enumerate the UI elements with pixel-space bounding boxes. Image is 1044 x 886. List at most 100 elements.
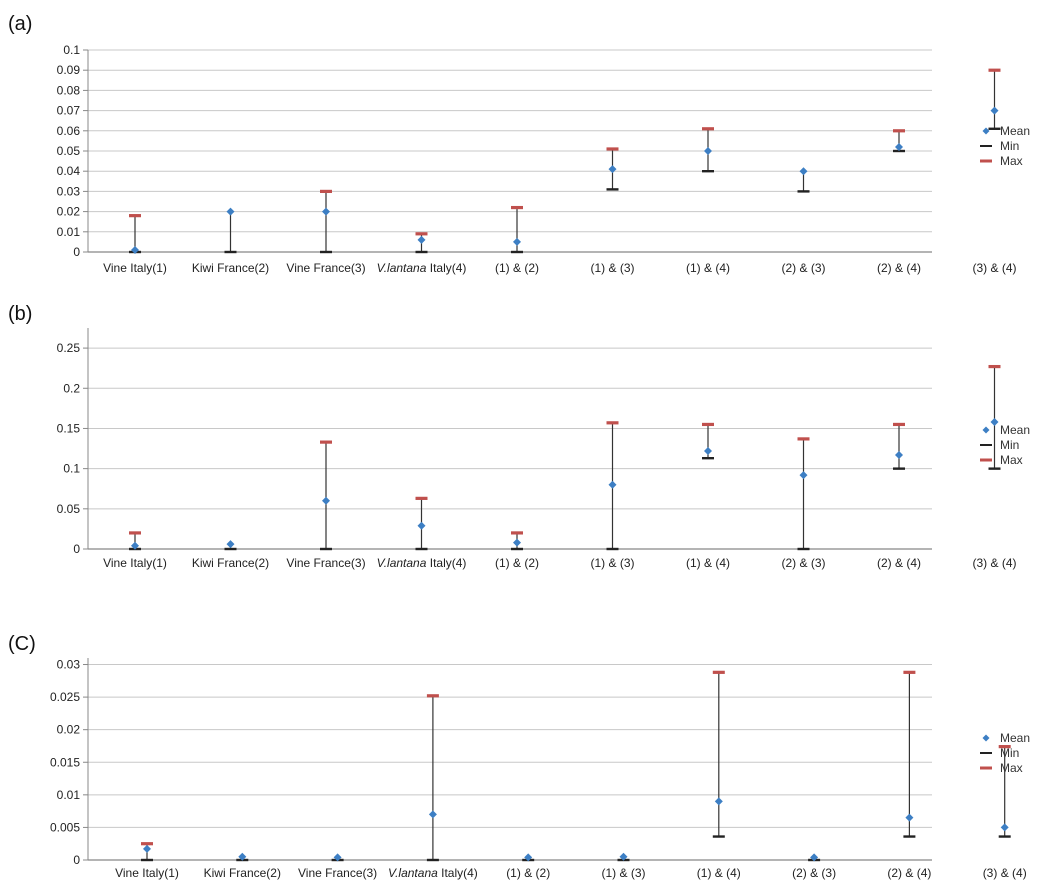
legend-label: Mean (1000, 423, 1030, 437)
mean-marker (428, 810, 437, 819)
x-category-label: (1) & (2) (495, 556, 539, 570)
y-tick-label: 0.05 (57, 144, 81, 158)
x-category-label: (3) & (4) (983, 866, 1027, 880)
mean-marker (131, 541, 139, 550)
mean-marker (619, 852, 628, 861)
x-category-label: Vine Italy(1) (103, 261, 167, 275)
x-category-label: Kiwi France(2) (192, 556, 269, 570)
x-category-label: V.lantana Italy(4) (377, 556, 467, 570)
y-tick-label: 0.1 (63, 43, 80, 57)
y-tick-label: 0.09 (57, 63, 81, 77)
legend-label: Max (1000, 453, 1023, 467)
mean-marker (990, 418, 999, 427)
x-category-label: (1) & (2) (495, 261, 539, 275)
legend-label: Min (1000, 746, 1019, 760)
x-category-label: Vine Italy(1) (103, 556, 167, 570)
x-category-label: Kiwi France(2) (204, 866, 281, 880)
x-category-label: Vine Italy(1) (115, 866, 179, 880)
y-tick-label: 0.005 (50, 820, 80, 834)
mean-marker (799, 167, 808, 176)
mean-marker (322, 496, 330, 505)
x-category-label: V.lantana Italy(4) (388, 866, 478, 880)
mean-marker (513, 538, 521, 547)
y-tick-label: 0.03 (57, 658, 81, 672)
y-tick-label: 0 (73, 542, 80, 556)
y-tick-label: 0.07 (57, 104, 81, 118)
mean-marker (131, 245, 139, 254)
x-category-label: (2) & (4) (877, 556, 921, 570)
mean-marker (895, 142, 903, 151)
mean-marker (333, 853, 342, 862)
legend-label: Min (1000, 139, 1019, 153)
x-category-label: (1) & (4) (686, 556, 730, 570)
x-category-label: (1) & (3) (601, 866, 645, 880)
mean-marker (608, 165, 617, 174)
legend-label: Max (1000, 154, 1023, 168)
x-category-label: Kiwi France(2) (192, 261, 269, 275)
mean-marker (513, 237, 521, 246)
x-category-label: (1) & (2) (506, 866, 550, 880)
mean-marker (322, 207, 330, 216)
y-tick-label: 0.04 (57, 164, 81, 178)
x-category-label: Vine France(3) (286, 556, 365, 570)
panel-label: (b) (8, 303, 32, 325)
mean-marker (417, 521, 426, 530)
x-category-label: (3) & (4) (972, 556, 1016, 570)
mean-marker (608, 480, 617, 489)
mean-marker (714, 797, 723, 806)
mean-marker (810, 853, 819, 862)
y-tick-label: 0.06 (57, 124, 81, 138)
mean-marker (226, 540, 235, 549)
legend-label: Min (1000, 438, 1019, 452)
x-category-label: (2) & (3) (781, 556, 825, 570)
mean-marker (895, 450, 903, 459)
x-category-label: (1) & (3) (590, 556, 634, 570)
chart-panel-3: (C) 0 0.005 0.01 0.015 0.02 0.025 0.03 Vine Ital… (8, 633, 1030, 880)
mean-marker (238, 852, 247, 861)
mean-marker (704, 446, 712, 455)
mean-marker (799, 471, 808, 480)
y-tick-label: 0.01 (57, 788, 81, 802)
x-category-label: (1) & (4) (686, 261, 730, 275)
mean-marker (704, 147, 712, 155)
y-tick-label: 0.02 (57, 205, 81, 219)
y-tick-label: 0.15 (57, 421, 81, 435)
x-category-label: (2) & (4) (887, 866, 931, 880)
mean-marker (524, 853, 533, 862)
x-category-label: (1) & (3) (590, 261, 634, 275)
mean-marker (905, 813, 914, 822)
mean-marker (143, 844, 151, 853)
mean-marker (990, 106, 999, 115)
y-tick-label: 0.01 (57, 225, 81, 239)
chart-panel-1: (a) 0 0.01 0.02 0.03 0.04 0.05 0.06 0.07 0.08 0.09… (8, 13, 1030, 275)
y-tick-label: 0.05 (57, 502, 81, 516)
y-tick-label: 0.03 (57, 184, 81, 198)
chart-panel-2: (b) 0 0.05 0.1 0.15 0.2 0.25 Vine Italy(1) Kiwi … (8, 303, 1030, 570)
y-tick-label: 0 (73, 245, 80, 259)
y-tick-label: 0.1 (63, 462, 80, 476)
x-category-label: (3) & (4) (972, 261, 1016, 275)
legend-label: Mean (1000, 124, 1030, 138)
mean-marker (1000, 823, 1009, 832)
y-tick-label: 0.25 (57, 341, 81, 355)
legend-mean-marker (982, 127, 990, 135)
panel-label: (a) (8, 13, 32, 35)
y-tick-label: 0.015 (50, 755, 80, 769)
mean-marker (226, 207, 235, 216)
x-category-label: Vine France(3) (298, 866, 377, 880)
legend-mean-marker (982, 734, 990, 742)
y-tick-label: 0.025 (50, 690, 80, 704)
panel-label: (C) (8, 633, 36, 655)
legend-label: Max (1000, 761, 1023, 775)
mean-marker (417, 235, 426, 244)
y-tick-label: 0 (73, 853, 80, 867)
y-tick-label: 0.02 (57, 723, 81, 737)
x-category-label: (2) & (3) (792, 866, 836, 880)
x-category-label: (1) & (4) (697, 866, 741, 880)
y-tick-label: 0.08 (57, 83, 81, 97)
legend-label: Mean (1000, 731, 1030, 745)
